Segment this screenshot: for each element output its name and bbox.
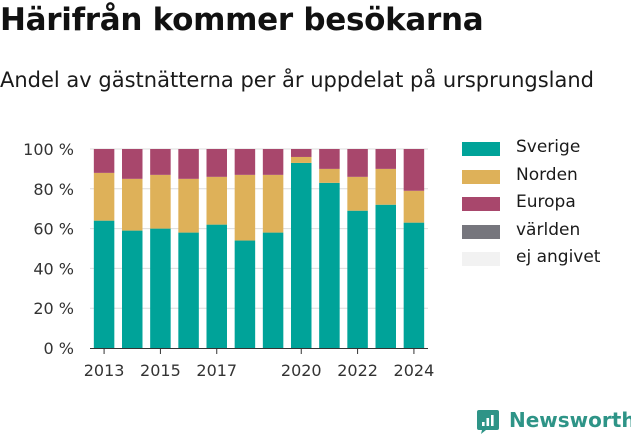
bar-segment: [150, 149, 171, 175]
bar-segment: [262, 149, 284, 175]
bar-segment: [178, 149, 199, 179]
bar-segment: [319, 149, 340, 169]
bar-segment: [234, 174, 256, 241]
bar-segment: [206, 224, 227, 348]
y-tick-label: 80 %: [33, 180, 74, 199]
legend-label: ej angivet: [516, 247, 601, 267]
bar-segment: [375, 168, 396, 205]
bar-segment: [291, 149, 312, 157]
bar-segment: [403, 222, 425, 348]
y-tick-label: 100 %: [23, 140, 74, 159]
chart-title: Härifrån kommer besökarna: [0, 2, 484, 38]
y-tick-label: 0 %: [44, 339, 74, 358]
x-tick-label: 2015: [140, 361, 181, 380]
bar-segment: [347, 176, 368, 211]
legend-label: världen: [516, 219, 581, 240]
x-tick-label: 2013: [84, 361, 125, 380]
x-tick-label: 2024: [394, 361, 435, 380]
legend-label: Norden: [516, 164, 578, 185]
x-tick-label: 2020: [281, 361, 322, 380]
y-tick-label: 20 %: [33, 299, 74, 318]
legend-label: Europa: [516, 192, 576, 212]
bar-segment: [347, 210, 368, 348]
bar-segment: [122, 230, 143, 348]
newsworthy-logo-icon: [477, 410, 499, 434]
bar-segment: [122, 178, 143, 231]
legend-swatch: [462, 169, 500, 184]
bar-segment: [347, 149, 368, 177]
legend-swatch: [462, 252, 500, 266]
bar-segment: [178, 178, 199, 233]
bar-segment: [403, 149, 425, 191]
bar-segment: [206, 176, 227, 225]
bar-segment: [291, 162, 312, 348]
bar-segment: [262, 174, 284, 233]
y-tick-label: 60 %: [33, 220, 74, 239]
bar-segment: [375, 204, 396, 348]
bar-segment: [262, 232, 284, 348]
x-tick-label: 2022: [337, 361, 378, 380]
bar-segment: [150, 228, 171, 348]
legend-swatch: [462, 197, 500, 211]
bar-segment: [319, 168, 340, 183]
legend-swatch: [462, 224, 500, 239]
bar-segment: [375, 149, 396, 169]
bar-segment: [234, 149, 256, 175]
bar-segment: [206, 149, 227, 177]
bar-segment: [291, 156, 312, 163]
x-tick-label: 2017: [196, 361, 237, 380]
bar-segment: [234, 240, 256, 348]
legend-swatch: [462, 142, 500, 156]
brand-name: Newsworthy: [509, 408, 631, 432]
bar-segment: [93, 172, 115, 221]
bar-segment: [403, 190, 425, 223]
bar-segment: [93, 149, 115, 173]
bar-segment: [93, 220, 115, 348]
bar-segment: [319, 182, 340, 348]
chart-subtitle: Andel av gästnätterna per år uppdelat på…: [0, 68, 594, 92]
bar-segment: [178, 232, 199, 348]
legend-label: Sverige: [516, 137, 581, 157]
y-tick-label: 40 %: [33, 259, 74, 278]
bar-segment: [122, 149, 143, 179]
bar-segment: [150, 174, 171, 229]
